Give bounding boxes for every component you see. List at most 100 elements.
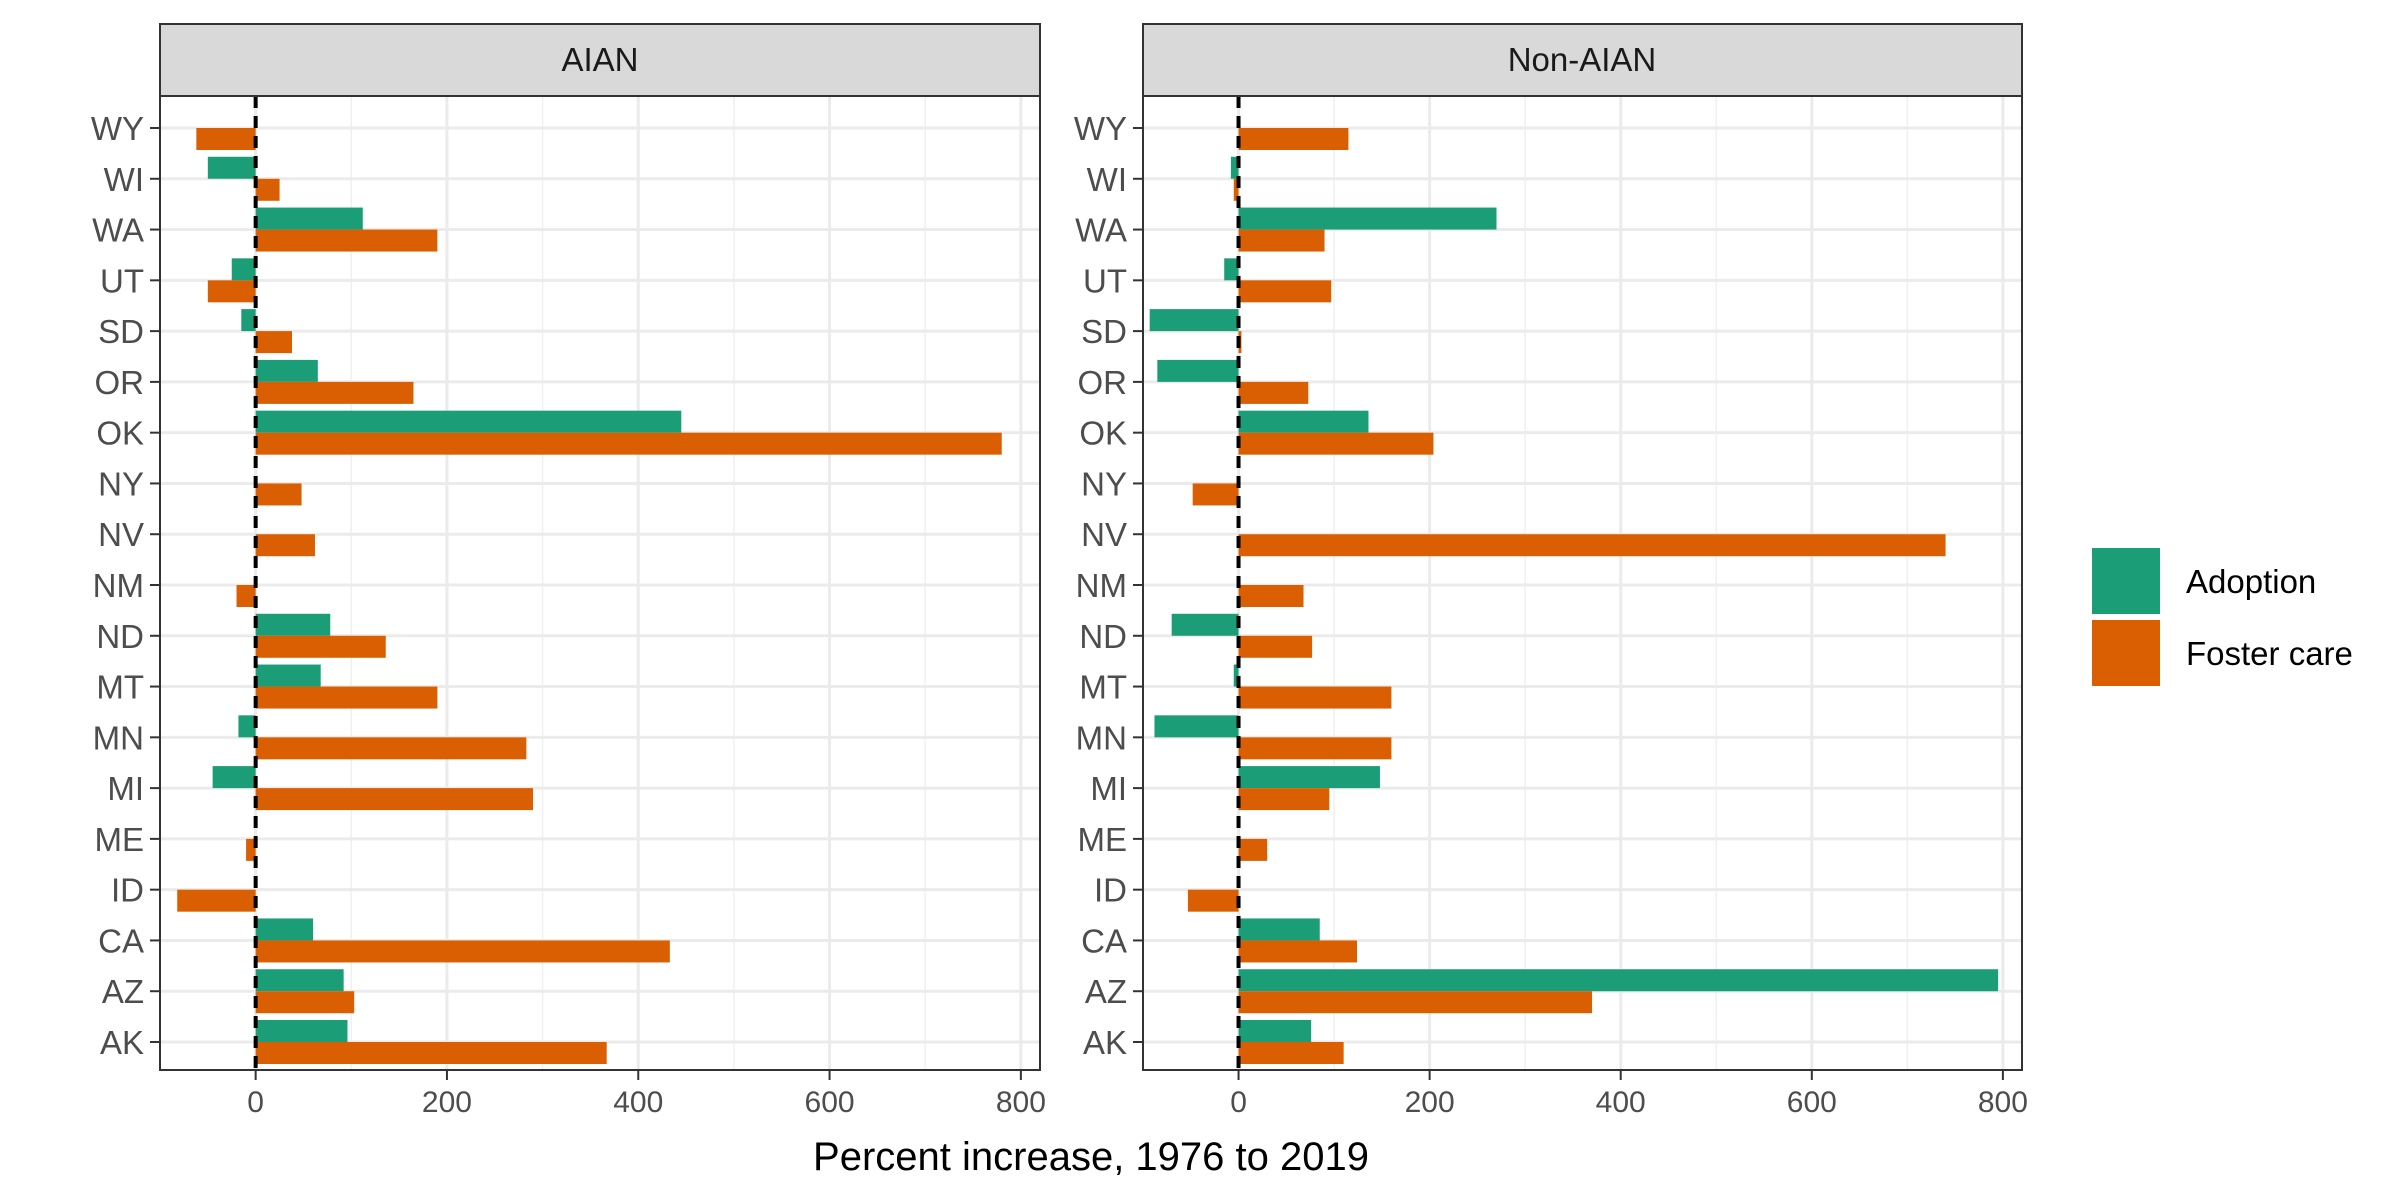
bar-foster-care-az <box>1238 991 1593 1014</box>
bar-foster-care-mt <box>1238 686 1392 709</box>
bar-adoption-mt <box>1233 664 1239 687</box>
bar-foster-care-mi <box>255 788 534 811</box>
bar-adoption-sd <box>1149 309 1239 332</box>
y-tick-label-ok: OK <box>96 415 144 452</box>
bar-adoption-wa <box>1238 207 1497 230</box>
y-tick-label-az: AZ <box>102 973 144 1010</box>
panel-border <box>1142 95 2023 1071</box>
bar-adoption-sd <box>241 309 256 332</box>
panel-background <box>1143 96 2022 1070</box>
y-tick-label-wi: WI <box>1087 161 1127 198</box>
y-tick-label-ak: AK <box>100 1024 144 1061</box>
bar-foster-care-ca <box>1238 940 1358 963</box>
bar-adoption-mi <box>1238 766 1380 789</box>
y-tick-label-ca: CA <box>98 922 144 959</box>
bar-adoption-ut <box>231 258 256 281</box>
y-tick-label-ny: NY <box>1081 465 1127 502</box>
bar-foster-care-nv <box>1238 534 1946 557</box>
y-tick-label-wi: WI <box>104 161 144 198</box>
bar-adoption-ca <box>1238 918 1320 941</box>
y-tick-label-wy: WY <box>1074 110 1127 147</box>
bar-foster-care-ny <box>255 483 302 506</box>
y-tick-label-ok: OK <box>1079 415 1127 452</box>
x-tick-label: 200 <box>1405 1086 1455 1119</box>
legend-label-adoption: Adoption <box>2186 563 2316 600</box>
x-tick-label: 200 <box>422 1086 472 1119</box>
x-tick-label: 400 <box>1596 1086 1646 1119</box>
panel-background <box>160 96 1040 1070</box>
legend-label-foster-care: Foster care <box>2186 635 2353 672</box>
panel-non-aian: AK AZ CA ID ME MI MN MT ND NM NV NY OK OR SD UT WA WI WY 0 2… <box>1074 95 2028 1119</box>
bar-foster-care-ut <box>1238 280 1332 303</box>
y-tick-label-mi: MI <box>107 770 144 807</box>
x-axis-title: Percent increase, 1976 to 2019 <box>813 1135 1369 1179</box>
bar-foster-care-wi <box>1233 178 1239 201</box>
y-tick-label-wy: WY <box>91 110 144 147</box>
bar-foster-care-ok <box>255 432 1002 455</box>
bar-adoption-wa <box>255 207 363 230</box>
y-tick-label-nv: NV <box>1081 516 1127 553</box>
y-tick-label-me: ME <box>95 821 145 858</box>
x-tick-label: 600 <box>1787 1086 1837 1119</box>
legend: Adoption Foster care <box>2092 548 2353 686</box>
bar-foster-care-id <box>177 889 256 912</box>
y-tick-label-or: OR <box>1078 364 1128 401</box>
bar-foster-care-nv <box>255 534 315 557</box>
facet-strip-aian <box>159 23 1041 97</box>
bar-adoption-az <box>255 969 344 992</box>
y-tick-label-ut: UT <box>1083 262 1127 299</box>
bar-foster-care-ok <box>1238 432 1434 455</box>
bar-foster-care-nd <box>1238 635 1313 658</box>
bar-foster-care-nm <box>1238 585 1304 607</box>
bar-foster-care-ak <box>255 1042 607 1064</box>
bar-adoption-nd <box>1171 613 1239 636</box>
bar-adoption-ak <box>255 1020 348 1042</box>
y-tick-label-mt: MT <box>1079 669 1127 706</box>
y-tick-label-sd: SD <box>98 313 144 350</box>
bar-foster-care-ca <box>255 940 670 963</box>
bar-foster-care-wi <box>255 178 280 201</box>
bar-foster-care-or <box>255 381 414 404</box>
legend-swatch-foster-care <box>2092 620 2160 686</box>
bar-adoption-ca <box>255 918 314 941</box>
bar-adoption-mt <box>255 664 321 687</box>
bar-adoption-wi <box>207 156 256 179</box>
y-tick-label-nd: ND <box>1079 618 1127 655</box>
bar-foster-care-me <box>246 838 256 861</box>
bar-foster-care-me <box>1238 838 1268 861</box>
x-tick-label: 400 <box>613 1086 663 1119</box>
y-tick-label-ut: UT <box>100 262 144 299</box>
bar-foster-care-mn <box>255 737 527 760</box>
y-tick-label-wa: WA <box>1075 212 1127 249</box>
facet-label-aian: AIAN <box>561 41 638 78</box>
bar-foster-care-ak <box>1238 1042 1344 1064</box>
bar-adoption-mn <box>1154 715 1239 738</box>
bar-foster-care-ut <box>207 280 256 303</box>
x-tick-label: 600 <box>805 1086 855 1119</box>
panel-border <box>159 95 1041 1071</box>
y-tick-label-ny: NY <box>98 465 144 502</box>
bar-foster-care-az <box>255 991 355 1014</box>
y-tick-label-mi: MI <box>1090 770 1127 807</box>
bar-foster-care-sd <box>255 331 292 354</box>
y-tick-label-az: AZ <box>1085 973 1127 1010</box>
bar-foster-care-wa <box>255 229 438 252</box>
y-tick-label-or: OR <box>95 364 145 401</box>
bar-foster-care-wa <box>1238 229 1325 252</box>
bar-foster-care-id <box>1187 889 1239 912</box>
bar-foster-care-mi <box>1238 788 1330 811</box>
y-tick-label-me: ME <box>1078 821 1128 858</box>
y-tick-label-nm: NM <box>1076 567 1127 604</box>
bar-adoption-or <box>1157 359 1239 382</box>
bar-adoption-ak <box>1238 1020 1312 1042</box>
y-tick-label-wa: WA <box>92 212 144 249</box>
bar-adoption-nd <box>255 613 331 636</box>
bar-foster-care-mt <box>255 686 438 709</box>
bar-adoption-wi <box>1230 156 1239 179</box>
y-tick-label-nm: NM <box>93 567 144 604</box>
y-tick-label-ca: CA <box>1081 922 1127 959</box>
x-tick-label: 0 <box>247 1086 264 1119</box>
bar-foster-care-wy <box>196 128 256 150</box>
panel-aian: AK AZ CA ID ME MI MN MT ND NM NV NY OK OR SD UT WA WI WY 0 2… <box>91 95 1046 1119</box>
y-tick-label-id: ID <box>111 872 144 909</box>
